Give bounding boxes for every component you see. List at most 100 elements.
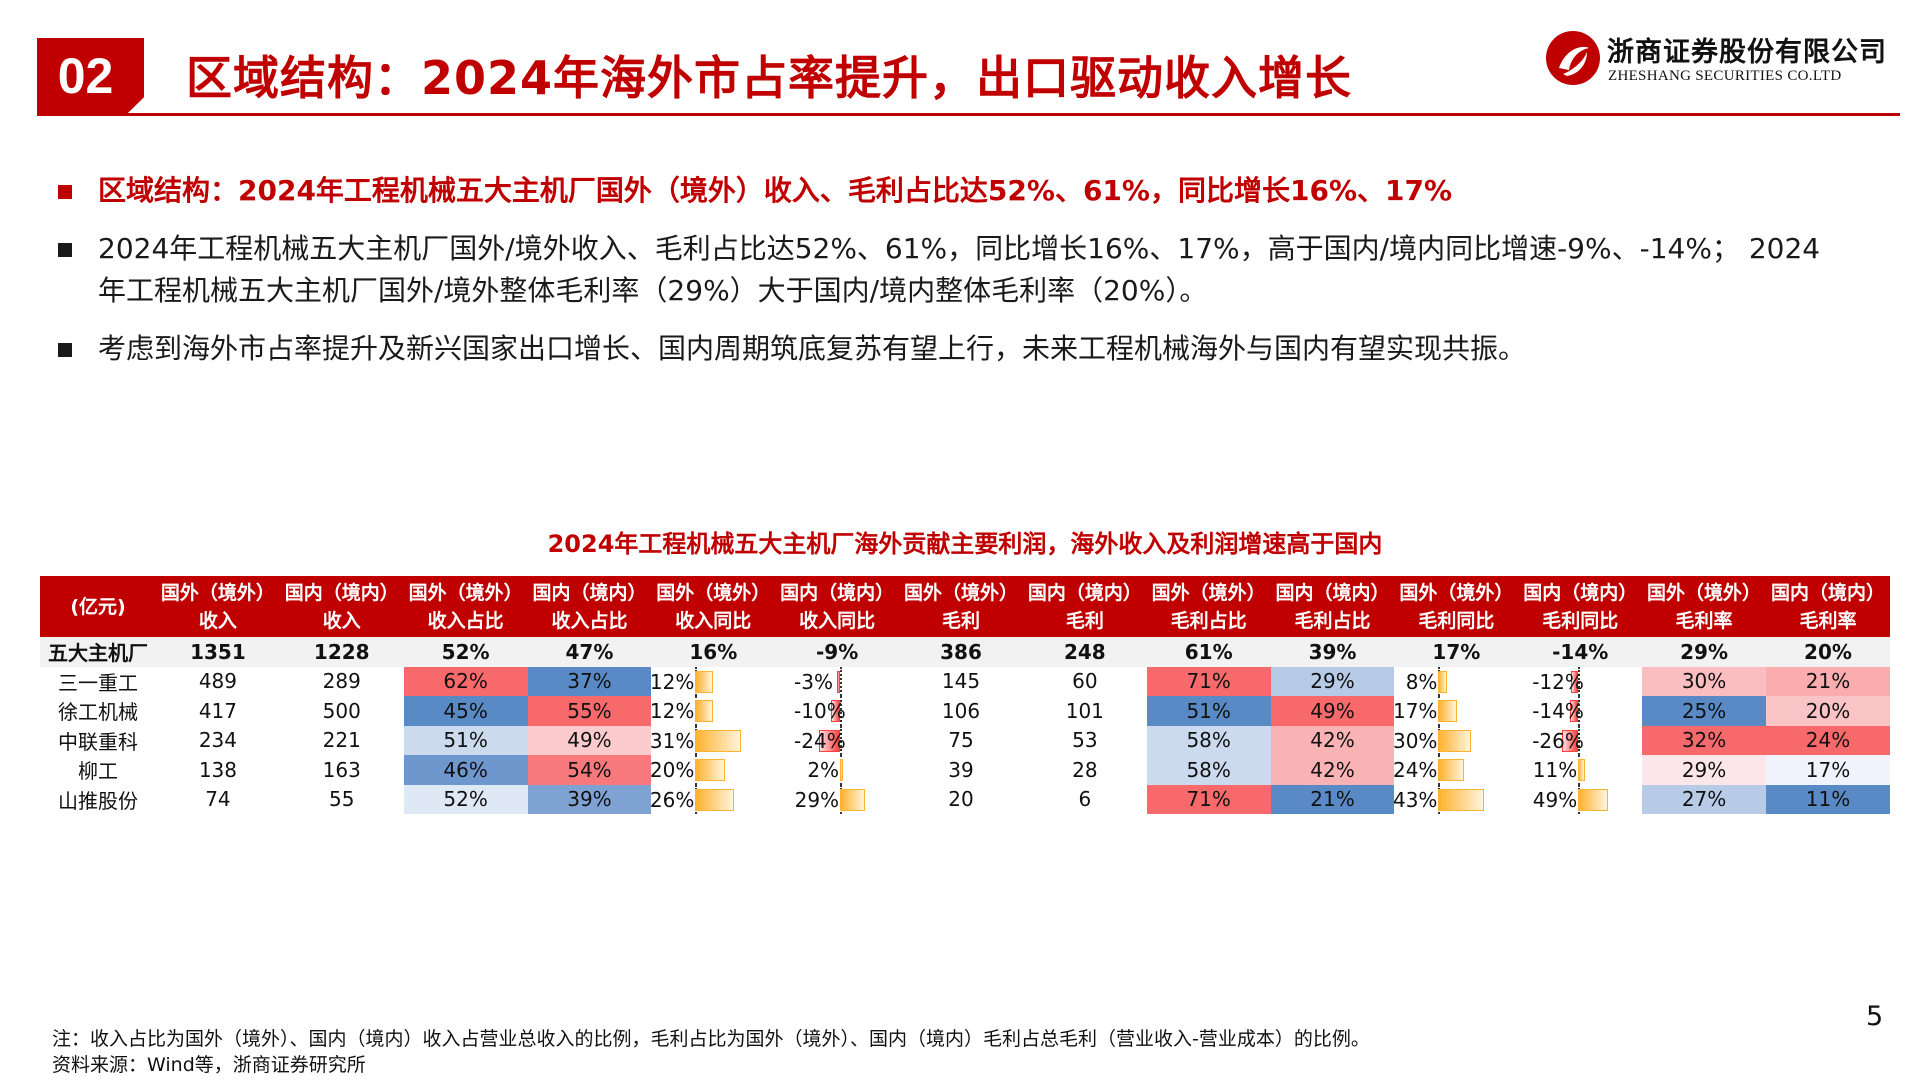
table-cell: 71% <box>1146 666 1271 696</box>
bullet-item: 2024年工程机械五大主机厂国外/境外收入、毛利占比达52%、61%，同比增长1… <box>58 228 1848 312</box>
column-header: 国外（境外） 毛利 <box>899 576 1023 637</box>
column-header-metric: 毛利占比 <box>1170 609 1247 632</box>
data-bar <box>695 670 714 693</box>
table-cell: 74 <box>205 787 231 812</box>
column-header-region: 国内（境内） <box>1523 581 1638 604</box>
table-cell: 26% <box>650 784 775 814</box>
table-cell: 6 <box>1078 787 1092 812</box>
table-cell: -9% <box>775 637 900 667</box>
data-bar <box>695 788 734 811</box>
table-cell: 71% <box>1146 784 1271 814</box>
column-header-region: 国内（境内） <box>1027 581 1142 604</box>
bar-value: 31% <box>649 728 695 753</box>
company-logo: 浙商证券股份有限公司 ZHESHANG SECURITIES CO.LTD <box>1545 28 1886 90</box>
table-header-row: (亿元) 国外（境外） 收入 国内（境内） 收入 国外（境外） 收入占比 国内（境内） 收入占比… <box>40 576 1890 637</box>
table-cell: -14% <box>1518 637 1643 667</box>
column-header: 国外（境外） 毛利占比 <box>1146 576 1271 637</box>
table-cell: 20% <box>1765 637 1890 667</box>
table-cell: 49% <box>1518 784 1642 814</box>
data-bar <box>1569 700 1579 722</box>
table-cell: 248 <box>1022 637 1147 667</box>
table-cell: 30% <box>1642 666 1766 696</box>
table-cell: 62% <box>403 666 528 696</box>
data-bar <box>840 759 844 781</box>
page-number: 5 <box>1866 1001 1884 1032</box>
row-name: 山推股份 <box>58 788 138 813</box>
bar-value: 17% <box>1392 699 1438 723</box>
table-cell: 42% <box>1270 725 1395 755</box>
column-header-metric: 收入 <box>322 609 361 632</box>
page-title: 区域结构：2024年海外市占率提升，出口驱动收入增长 <box>186 51 1353 105</box>
table-cell: 52% <box>403 637 528 667</box>
data-bar <box>695 729 742 752</box>
table-cell: 17% <box>1392 696 1518 726</box>
data-bar <box>831 700 841 722</box>
column-header-metric: 收入同比 <box>799 609 876 632</box>
column-header: 国内（境内） 收入同比 <box>775 576 900 637</box>
table-cell: 11% <box>1518 755 1642 785</box>
bar-axis <box>840 725 843 755</box>
column-header: 国内（境内） 毛利占比 <box>1270 576 1395 637</box>
bar-value: -14% <box>1532 699 1584 723</box>
table-row: 柳工 138 163 46% 54% 20% 2% 39 28 58% 42% 24% 11% 29% 17… <box>40 755 1890 785</box>
table-cell: 12% <box>650 666 775 696</box>
table-cell: 29% <box>1642 755 1766 785</box>
column-header-region: 国外（境外） <box>160 581 275 604</box>
data-bar <box>840 788 866 811</box>
table-cell: 39% <box>1270 637 1395 667</box>
column-header: 国内（境内） 收入占比 <box>527 576 652 637</box>
bar-value: 2% <box>807 758 840 782</box>
section-number-badge: 02 <box>37 38 144 114</box>
column-header-region: 国内（境内） <box>1770 581 1885 604</box>
data-bar <box>1438 759 1465 781</box>
bar-value: -12% <box>1532 669 1584 694</box>
table-total-row: 五大主机厂 1351 1228 52% 47% 16% -9% 386 248 61% 39% 17%… <box>40 637 1890 667</box>
bar-value: 12% <box>649 699 695 723</box>
column-header-metric: 收入同比 <box>675 609 752 632</box>
table-cell: 39 <box>948 757 974 782</box>
table-cell: 47% <box>527 637 652 667</box>
table-cell: 29% <box>775 784 899 814</box>
bullet-square-icon <box>58 343 72 357</box>
column-header-metric: 毛利率 <box>1675 609 1733 632</box>
row-name: 柳工 <box>78 759 118 784</box>
table-cell: 27% <box>1642 784 1766 814</box>
table-cell: 42% <box>1270 755 1395 785</box>
unit-label: (亿元) <box>40 576 156 637</box>
table-cell: 489 <box>198 669 238 694</box>
table-cell: 24% <box>1393 755 1518 785</box>
bullet-square-icon <box>58 243 72 257</box>
table-cell: 289 <box>322 669 361 694</box>
table-cell: 145 <box>941 669 981 694</box>
bar-value: -24% <box>794 728 846 753</box>
table-cell: 20% <box>650 755 775 785</box>
table-cell: 417 <box>198 698 238 723</box>
table-cell: 58% <box>1146 725 1271 755</box>
data-bar <box>1578 788 1609 811</box>
column-header-region: 国外（境外） <box>1151 581 1266 604</box>
column-header-region: 国外（境外） <box>1647 581 1762 604</box>
table-cell: 30% <box>1393 725 1518 755</box>
table-cell: 58% <box>1146 755 1271 785</box>
table-cell: 51% <box>403 725 528 755</box>
table-cell: 49% <box>527 725 652 755</box>
table-cell: 61% <box>1146 637 1271 667</box>
bullet-text: 区域结构：2024年工程机械五大主机厂国外（境外）收入、毛利占比达52%、61%… <box>98 174 1453 207</box>
column-header-metric: 收入占比 <box>551 609 628 632</box>
column-header-metric: 收入占比 <box>427 609 504 632</box>
section-number: 02 <box>57 48 114 104</box>
data-bar <box>1570 670 1579 693</box>
bar-axis <box>1578 666 1581 696</box>
column-header-region: 国外（境外） <box>408 581 523 604</box>
column-header-metric: 毛利占比 <box>1294 609 1371 632</box>
table-cell: -24% <box>775 725 899 755</box>
table-cell: 20 <box>948 787 974 812</box>
table-cell: 1351 <box>156 637 280 667</box>
bar-value: 49% <box>1532 787 1578 812</box>
table-cell: 32% <box>1642 725 1766 755</box>
bar-value: 29% <box>794 787 840 812</box>
bar-value: 8% <box>1405 669 1438 694</box>
bar-axis <box>840 666 843 696</box>
table-cell: 11% <box>1765 784 1890 814</box>
brand-name-en: ZHESHANG SECURITIES CO.LTD <box>1608 68 1842 84</box>
